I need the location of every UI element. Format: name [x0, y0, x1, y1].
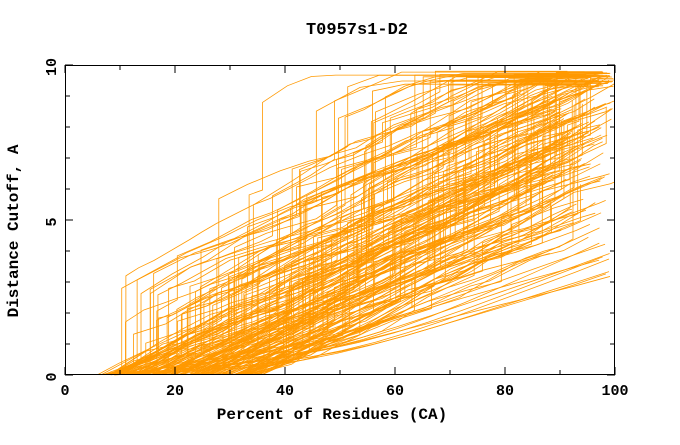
svg-text:Distance Cutoff, A: Distance Cutoff, A — [5, 144, 23, 317]
svg-text:40: 40 — [276, 383, 294, 400]
svg-text:10: 10 — [44, 58, 61, 76]
svg-text:100: 100 — [601, 383, 628, 400]
svg-text:T0957s1-D2: T0957s1-D2 — [306, 21, 408, 40]
svg-text:20: 20 — [166, 383, 184, 400]
svg-text:Percent of Residues (CA): Percent of Residues (CA) — [217, 406, 447, 424]
svg-text:5: 5 — [44, 217, 61, 226]
svg-text:0: 0 — [44, 372, 61, 381]
svg-text:60: 60 — [386, 383, 404, 400]
svg-text:80: 80 — [496, 383, 514, 400]
svg-text:0: 0 — [60, 383, 69, 400]
